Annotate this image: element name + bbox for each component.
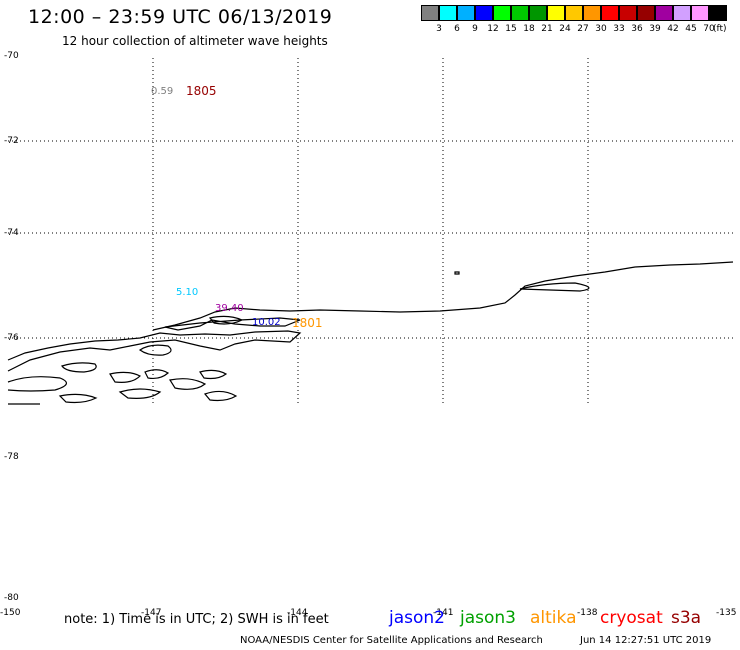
colorbar-tick-label: 27 [577,24,589,34]
colorbar-swatch [511,5,529,21]
island-12 [208,315,244,325]
island-6 [169,378,207,390]
lon-label: -147 [141,608,162,618]
colorbar-swatch [601,5,619,21]
island-2 [61,362,97,373]
lat-label: -72 [4,136,19,146]
satellite-legend-s3a: s3a [671,608,702,628]
colorbar-swatch [547,5,565,21]
colorbar-swatch [619,5,637,21]
colorbar-swatch [493,5,511,21]
colorbar-swatch [529,5,547,21]
colorbar-swatch [457,5,475,21]
colorbar-swatch [691,5,709,21]
ice-shelf-lobe [519,282,590,292]
satellite-legend-cryosat: cryosat [600,608,663,628]
coast-mainland [7,330,302,372]
lat-label: -78 [4,452,19,462]
coastline [7,261,734,405]
island-7 [199,369,228,380]
small-island [454,271,460,275]
colorbar-tick-label: 9 [472,24,478,34]
satellite-legend-jason3: jason3 [460,608,516,628]
colorbar-swatch [439,5,457,21]
lat-label: -74 [4,228,19,238]
colorbar-swatch [583,5,601,21]
lon-label: -141 [433,608,454,618]
colorbar-tick-label: 12 [487,24,499,34]
map-title: 12:00 – 23:59 UTC 06/13/2019 [28,6,333,28]
lat-label: -80 [4,593,19,603]
colorbar-tick-label: 45 [685,24,697,34]
satellite-legend-altika: altika [530,608,577,628]
colorbar-tick-label: 24 [559,24,571,34]
colorbar-tick-label: 70 [703,24,715,34]
colorbar-swatch [709,5,727,21]
map-subtitle: 12 hour collection of altimeter wave hei… [62,34,328,48]
colorbar-tick-label: 36 [631,24,643,34]
observation-label: 0.59 [151,86,174,97]
colorbar-swatch [421,5,439,21]
lon-label: -150 [0,608,21,618]
colorbar-tick-label: 21 [541,24,553,34]
island-8 [118,388,162,399]
colorbar-swatch [673,5,691,21]
lat-label: -76 [4,333,19,343]
footer-note: note: 1) Time is in UTC; 2) SWH is in fe… [64,612,329,627]
pass-time-label: 1805 [186,84,217,98]
lon-label: -135 [716,608,737,618]
coast-inner [164,317,301,331]
ice-shelf-edge [152,261,734,331]
colorbar-swatch [637,5,655,21]
credit-text: NOAA/NESDIS Center for Satellite Applica… [240,635,543,646]
colorbar-tick-label: 3 [436,24,442,34]
colorbar-tick-label: 33 [613,24,625,34]
colorbar-tick-label: 15 [505,24,517,34]
lon-label: -144 [287,608,308,618]
island-1 [138,344,172,356]
colorbar-swatch [475,5,493,21]
island-4 [109,371,142,383]
lat-label: -70 [4,51,19,61]
colorbar-tick-label: 6 [454,24,460,34]
observation-label: 5.10 [176,287,199,298]
observation-label: 39.40 [215,303,244,314]
colorbar-tick-label: 18 [523,24,535,34]
island-10 [203,390,238,402]
colorbar-tick-label: 42 [667,24,679,34]
satellite-legend-jason2: jason2 [389,608,445,628]
colorbar-swatch [655,5,673,21]
colorbar-swatch [565,5,583,21]
generated-timestamp: Jun 14 12:27:51 UTC 2019 [580,635,712,646]
lon-gridlines [152,58,589,406]
colorbar-tick-label: 39 [649,24,661,34]
observation-label: 10.02 [252,317,281,328]
lat-gridlines [8,140,735,339]
pass-time-label: 1801 [292,316,323,330]
island-3 [7,376,67,392]
island-9 [58,393,98,404]
colorbar-tick-label: 30 [595,24,607,34]
colorbar-unit: (ft) [713,24,727,34]
lon-label: -138 [577,608,598,618]
island-5 [144,369,170,380]
